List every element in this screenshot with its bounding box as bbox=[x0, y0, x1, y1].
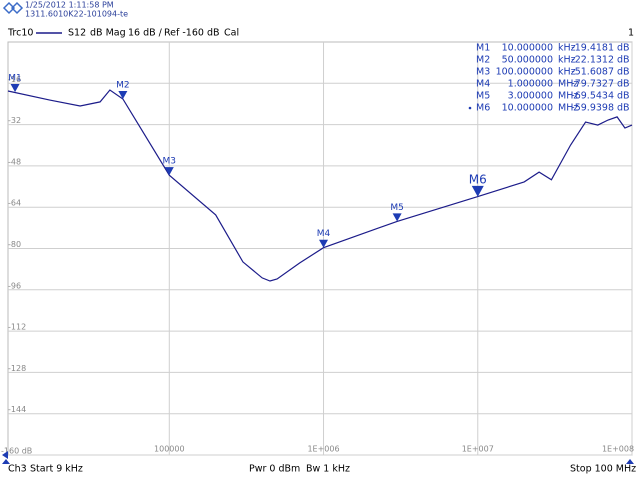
table-response: -69.5434 bbox=[571, 91, 614, 102]
y-tick-label: -80 bbox=[8, 240, 21, 249]
marker-triangle bbox=[319, 239, 329, 248]
table-marker-name: M4 bbox=[476, 79, 490, 90]
table-response: -51.6087 bbox=[571, 67, 614, 78]
y-tick-label: -128 bbox=[8, 364, 26, 373]
table-stimulus: 10.000000 bbox=[502, 103, 553, 114]
marker-label: M5 bbox=[390, 203, 404, 213]
table-stimulus-unit: MHz bbox=[558, 79, 578, 90]
ref-arrow bbox=[2, 451, 8, 459]
table-response-unit: dB bbox=[617, 43, 630, 54]
footer-channel: Ch3 bbox=[8, 464, 27, 475]
table-stimulus-unit: MHz bbox=[558, 91, 578, 102]
marker-triangle bbox=[392, 213, 402, 222]
channel-number: 1 bbox=[628, 28, 634, 39]
footer-bandwidth: Bw 1 kHz bbox=[306, 464, 350, 475]
x-tick-label: 1E+007 bbox=[462, 445, 494, 454]
x-tick-label: 100000 bbox=[154, 445, 185, 454]
stop-marker bbox=[626, 459, 634, 464]
trace-ref: Ref -160 dB bbox=[164, 28, 220, 39]
y-tick-label: -32 bbox=[8, 116, 21, 125]
marker-triangle bbox=[118, 91, 128, 100]
marker-label: M1 bbox=[8, 74, 22, 84]
instrument-id: 1311.6010K22-101094-te bbox=[25, 10, 128, 19]
marker-label: M4 bbox=[317, 229, 331, 239]
table-response-unit: dB bbox=[617, 79, 630, 90]
start-marker bbox=[2, 459, 10, 464]
table-response: -59.9398 bbox=[571, 103, 614, 114]
footer-power: Pwr 0 dBm bbox=[249, 464, 300, 475]
table-stimulus: 100.000000 bbox=[496, 67, 553, 78]
logo bbox=[2, 1, 24, 15]
y-tick-label: -160 dB bbox=[1, 447, 32, 456]
table-marker-name: M5 bbox=[476, 91, 490, 102]
table-marker-name: M6 bbox=[476, 103, 490, 114]
y-tick-label: -112 bbox=[8, 323, 26, 332]
table-response: -79.7327 bbox=[571, 79, 614, 90]
table-response-unit: dB bbox=[617, 103, 630, 114]
footer-stop: Stop 100 MHz bbox=[570, 464, 636, 475]
table-response: -22.1312 bbox=[571, 55, 614, 66]
marker-triangle bbox=[10, 84, 20, 93]
plot: -160 dB -144 -128 -112 -96 -80 -64 -48 -32 -16 100… bbox=[1, 42, 634, 456]
x-tick-label: 1E+008 bbox=[602, 445, 634, 454]
table-stimulus: 3.000000 bbox=[508, 91, 553, 102]
x-tick-label: 1E+006 bbox=[307, 445, 339, 454]
marker-label: M3 bbox=[163, 157, 177, 167]
table-stimulus: 10.000000 bbox=[502, 43, 553, 54]
table-stimulus: 1.000000 bbox=[508, 79, 553, 90]
trace-scale: 16 dB / bbox=[128, 28, 163, 39]
footer-start: Start 9 kHz bbox=[30, 464, 83, 475]
trace-format: dB Mag bbox=[90, 28, 126, 39]
trace-cal: Cal bbox=[224, 28, 239, 39]
table-marker-name: M2 bbox=[476, 55, 490, 66]
marker-triangle bbox=[164, 167, 174, 176]
table-stimulus-unit: kHz bbox=[558, 67, 576, 78]
date: 1/25/2012 1:11:58 PM bbox=[25, 1, 114, 10]
active-dot bbox=[468, 106, 472, 110]
marker-label: M2 bbox=[116, 81, 130, 91]
y-tick-label: -144 bbox=[8, 405, 26, 414]
table-response-unit: dB bbox=[617, 67, 630, 78]
table-stimulus-unit: kHz bbox=[558, 43, 576, 54]
table-response: -19.4181 bbox=[571, 43, 614, 54]
table-stimulus: 50.000000 bbox=[502, 55, 553, 66]
trace-name: Trc10 bbox=[7, 28, 33, 39]
marker-label: M6 bbox=[469, 172, 487, 186]
table-stimulus-unit: kHz bbox=[558, 55, 576, 66]
table-marker-name: M1 bbox=[476, 43, 490, 54]
trace-param: S12 bbox=[68, 28, 86, 39]
table-response-unit: dB bbox=[617, 91, 630, 102]
y-tick-label: -64 bbox=[8, 199, 21, 208]
table-stimulus-unit: MHz bbox=[558, 103, 578, 114]
table-response-unit: dB bbox=[617, 55, 630, 66]
y-tick-label: -16 bbox=[8, 75, 21, 84]
y-tick-label: -48 bbox=[8, 157, 21, 166]
marker-triangle bbox=[471, 185, 484, 197]
table-marker-name: M3 bbox=[476, 67, 490, 78]
y-tick-label: -96 bbox=[8, 281, 21, 290]
trace bbox=[7, 89, 633, 282]
